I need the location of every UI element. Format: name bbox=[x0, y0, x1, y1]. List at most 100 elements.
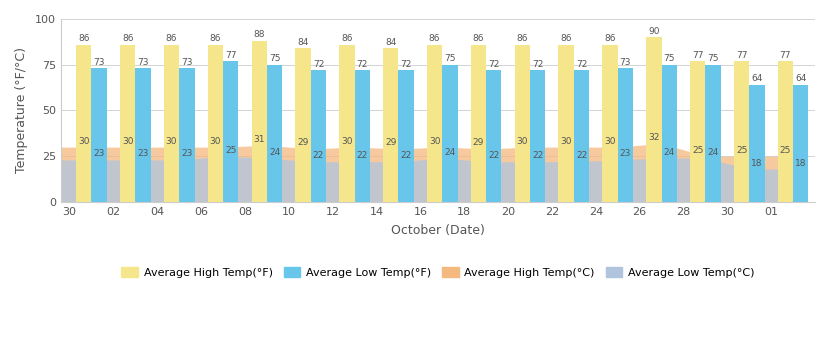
Text: 72: 72 bbox=[313, 60, 324, 69]
Text: 77: 77 bbox=[736, 51, 747, 60]
Bar bbox=[559, 45, 574, 202]
Bar bbox=[164, 45, 179, 202]
Bar bbox=[486, 70, 501, 202]
Text: 72: 72 bbox=[576, 60, 587, 69]
Bar bbox=[662, 65, 677, 202]
Text: 30: 30 bbox=[429, 136, 441, 146]
Bar bbox=[706, 65, 720, 202]
Text: 30: 30 bbox=[341, 136, 353, 146]
Bar bbox=[574, 70, 589, 202]
Bar bbox=[749, 85, 764, 202]
Bar bbox=[295, 48, 310, 202]
Text: 75: 75 bbox=[269, 54, 281, 63]
Bar bbox=[778, 61, 793, 202]
Bar bbox=[603, 45, 618, 202]
Text: 72: 72 bbox=[488, 60, 500, 69]
Bar bbox=[471, 45, 486, 202]
Legend: Average High Temp(°F), Average Low Temp(°F), Average High Temp(°C), Average Low : Average High Temp(°F), Average Low Temp(… bbox=[117, 262, 759, 282]
Text: 86: 86 bbox=[341, 34, 353, 43]
Text: 86: 86 bbox=[604, 34, 616, 43]
Text: 25: 25 bbox=[736, 146, 747, 155]
Text: 73: 73 bbox=[620, 58, 631, 67]
Text: 86: 86 bbox=[473, 34, 484, 43]
Bar bbox=[647, 37, 662, 202]
Bar bbox=[223, 61, 238, 202]
Text: 72: 72 bbox=[357, 60, 368, 69]
Bar bbox=[251, 41, 267, 202]
Text: 29: 29 bbox=[473, 138, 484, 147]
Bar bbox=[793, 85, 808, 202]
Text: 30: 30 bbox=[604, 136, 616, 146]
Text: 25: 25 bbox=[692, 146, 703, 155]
Text: 25: 25 bbox=[779, 146, 791, 155]
Text: 22: 22 bbox=[576, 151, 587, 160]
Text: 77: 77 bbox=[225, 51, 237, 60]
Bar bbox=[398, 70, 414, 202]
Bar bbox=[442, 65, 457, 202]
Text: 73: 73 bbox=[181, 58, 193, 67]
Text: 24: 24 bbox=[269, 148, 281, 157]
Bar bbox=[120, 45, 135, 202]
Text: 77: 77 bbox=[779, 51, 791, 60]
Bar bbox=[690, 61, 706, 202]
Text: 64: 64 bbox=[751, 75, 763, 83]
Bar bbox=[530, 70, 545, 202]
Text: 77: 77 bbox=[692, 51, 704, 60]
Text: 84: 84 bbox=[385, 38, 397, 47]
Text: 22: 22 bbox=[313, 151, 324, 160]
X-axis label: October (Date): October (Date) bbox=[391, 224, 485, 237]
Text: 30: 30 bbox=[78, 136, 90, 146]
Text: 30: 30 bbox=[516, 136, 528, 146]
Text: 30: 30 bbox=[210, 136, 221, 146]
Text: 86: 86 bbox=[516, 34, 528, 43]
Bar bbox=[208, 45, 223, 202]
Text: 73: 73 bbox=[94, 58, 105, 67]
Text: 25: 25 bbox=[225, 146, 237, 155]
Text: 72: 72 bbox=[400, 60, 412, 69]
Text: 86: 86 bbox=[78, 34, 90, 43]
Text: 22: 22 bbox=[532, 151, 544, 160]
Bar bbox=[310, 70, 326, 202]
Text: 22: 22 bbox=[488, 151, 500, 160]
Bar bbox=[383, 48, 398, 202]
Bar bbox=[76, 45, 91, 202]
Text: 90: 90 bbox=[648, 27, 660, 36]
Text: 88: 88 bbox=[253, 30, 265, 39]
Text: 86: 86 bbox=[122, 34, 134, 43]
Text: 86: 86 bbox=[429, 34, 441, 43]
Text: 22: 22 bbox=[401, 151, 412, 160]
Text: 75: 75 bbox=[707, 54, 719, 63]
Text: 32: 32 bbox=[648, 133, 660, 142]
Bar bbox=[339, 45, 354, 202]
Text: 75: 75 bbox=[663, 54, 675, 63]
Text: 29: 29 bbox=[385, 138, 397, 147]
Bar bbox=[354, 70, 370, 202]
Text: 24: 24 bbox=[707, 148, 719, 157]
Bar bbox=[618, 68, 633, 202]
Text: 30: 30 bbox=[166, 136, 178, 146]
Text: 24: 24 bbox=[444, 148, 456, 157]
Text: 29: 29 bbox=[297, 138, 309, 147]
Bar bbox=[135, 68, 151, 202]
Bar bbox=[179, 68, 194, 202]
Text: 75: 75 bbox=[444, 54, 456, 63]
Text: 86: 86 bbox=[166, 34, 178, 43]
Text: 23: 23 bbox=[620, 150, 631, 159]
Text: 23: 23 bbox=[137, 150, 149, 159]
Y-axis label: Temperature (°F/°C): Temperature (°F/°C) bbox=[15, 47, 28, 173]
Bar bbox=[734, 61, 749, 202]
Bar bbox=[267, 65, 282, 202]
Text: 23: 23 bbox=[181, 150, 193, 159]
Bar bbox=[91, 68, 107, 202]
Text: 23: 23 bbox=[94, 150, 105, 159]
Text: 73: 73 bbox=[137, 58, 149, 67]
Text: 72: 72 bbox=[532, 60, 544, 69]
Text: 31: 31 bbox=[253, 135, 265, 144]
Text: 30: 30 bbox=[122, 136, 134, 146]
Text: 86: 86 bbox=[560, 34, 572, 43]
Text: 18: 18 bbox=[795, 159, 807, 168]
Text: 64: 64 bbox=[795, 75, 807, 83]
Text: 24: 24 bbox=[663, 148, 675, 157]
Bar bbox=[515, 45, 530, 202]
Text: 30: 30 bbox=[560, 136, 572, 146]
